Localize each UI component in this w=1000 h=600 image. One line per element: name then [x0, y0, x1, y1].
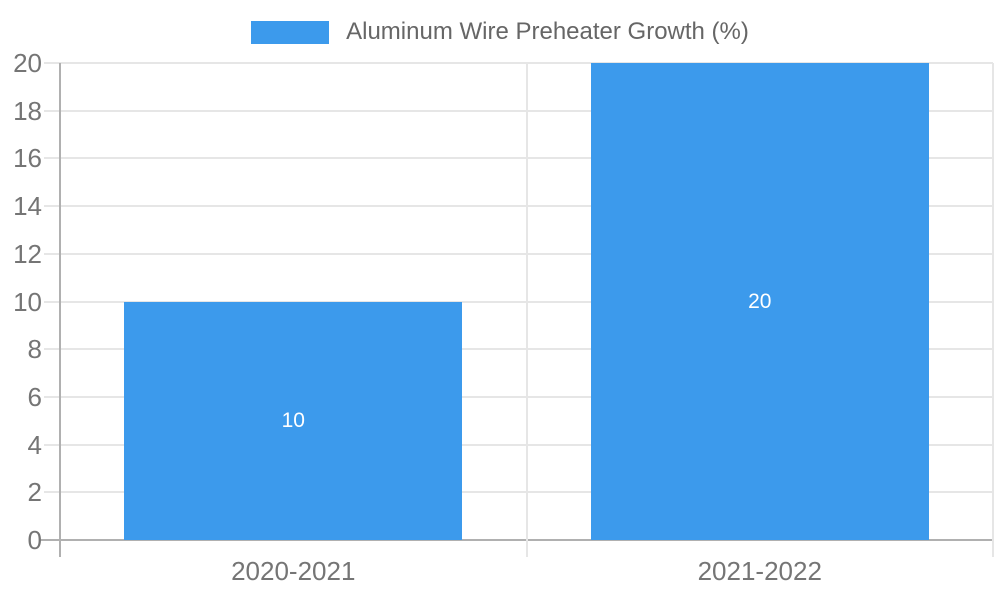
- bar-value-label: 10: [281, 408, 305, 432]
- gridline-y-8: [44, 348, 993, 351]
- legend-swatch: [251, 20, 330, 44]
- y-axis-line: [59, 63, 61, 557]
- gridline-y-2: [44, 491, 993, 494]
- y-axis-tick-label: 6: [27, 381, 42, 412]
- bar-value-label: 20: [748, 289, 772, 313]
- gridline-y-12: [44, 252, 993, 255]
- gridline-y-4: [44, 443, 993, 446]
- gridline-y-10: [44, 300, 993, 303]
- bar-2021-2022[interactable]: 20: [590, 63, 929, 540]
- y-axis-tick-label: 2: [27, 477, 42, 508]
- y-axis-tick-label: 8: [27, 334, 42, 365]
- y-axis-tick-label: 10: [13, 286, 42, 317]
- y-axis-tick-label: 16: [13, 143, 42, 174]
- category-boundary-line: [525, 63, 528, 557]
- bar-2020-2021[interactable]: 10: [124, 301, 463, 540]
- gridline-y-0: [40, 539, 993, 541]
- gridline-y-6: [44, 395, 993, 398]
- gridline-y-16: [44, 157, 993, 160]
- legend[interactable]: Aluminum Wire Preheater Growth (%): [0, 18, 1000, 46]
- x-axis-category-label: 2020-2021: [231, 556, 356, 586]
- y-axis-tick-label: 0: [27, 525, 42, 555]
- gridline-y-20: [44, 62, 993, 64]
- category-boundary-line: [992, 63, 994, 557]
- y-axis-tick-label: 14: [13, 191, 42, 222]
- y-axis-tick-label: 20: [13, 48, 42, 78]
- x-axis-category-label: 2021-2022: [697, 556, 822, 586]
- legend-label: Aluminum Wire Preheater Growth (%): [346, 18, 749, 45]
- gridline-y-18: [44, 109, 993, 112]
- y-axis-tick-label: 18: [13, 95, 42, 126]
- y-axis-tick-label: 4: [27, 429, 42, 460]
- y-axis-tick-label: 12: [13, 238, 42, 269]
- gridline-y-14: [44, 205, 993, 208]
